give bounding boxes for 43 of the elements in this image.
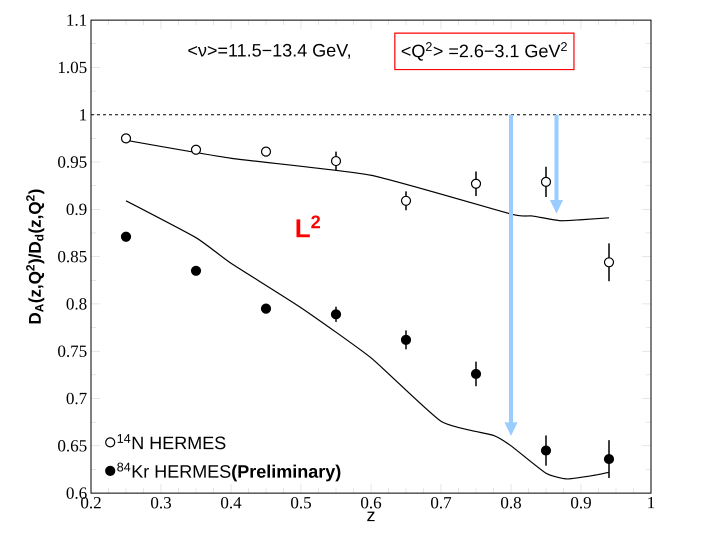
y-tick-label: 0.75 [58,345,87,357]
x-tick-label: 1 [648,496,654,508]
point [330,309,342,320]
y-tick-label: 0.6 [66,487,87,499]
y-tick-label: 0.7 [66,392,87,404]
point [190,266,202,276]
y-tick-label: 1.05 [58,62,87,74]
point [400,196,412,206]
legend-label: $^{84}$Kr HERMES(Preliminary) [117,462,340,482]
x-tick-label: 0.2 [81,496,101,508]
y-tick-label: 0.65 [58,440,87,452]
point [260,304,272,314]
x-tick-label: 0.8 [501,496,521,508]
x-tick-label: 0.7 [431,496,452,508]
y-tick-label: 0.95 [58,156,87,168]
point [330,156,342,166]
y-tick-label: 0.85 [58,250,87,262]
x-axis-title: z [367,512,375,522]
point [190,144,202,155]
legend-label: $^{14}$N HERMES [118,434,226,450]
point [470,178,482,189]
x-tick-label: 0.5 [291,496,311,508]
x-tick-label: 0.6 [361,496,382,508]
point [470,368,482,380]
point [400,334,412,345]
point [540,445,552,456]
y-tick-label: 0.9 [66,204,86,216]
point [120,133,132,144]
annotation: <ν>=11.5−13.4 GeV, [188,44,350,59]
x-tick-label: 0.9 [571,496,591,508]
text: D$_{A}$(z,Q$^{2}$)/D$_{d}$(z,Q$^{2}$) [26,190,44,324]
y-tick-label: 1.1 [67,14,86,26]
point [260,146,272,157]
point [604,257,614,268]
y-tick-label: 1 [80,109,86,120]
point [120,232,132,242]
y-tick-label: 0.8 [66,298,87,310]
annotation: L$^{2}$ [296,215,320,238]
point [604,454,614,464]
point [540,176,552,187]
annotation: <Q$^{2}$> =2.6−3.1 GeV$^{2}$ [402,42,567,61]
x-tick-label: 0.3 [151,496,171,508]
x-tick-label: 0.4 [221,496,242,508]
